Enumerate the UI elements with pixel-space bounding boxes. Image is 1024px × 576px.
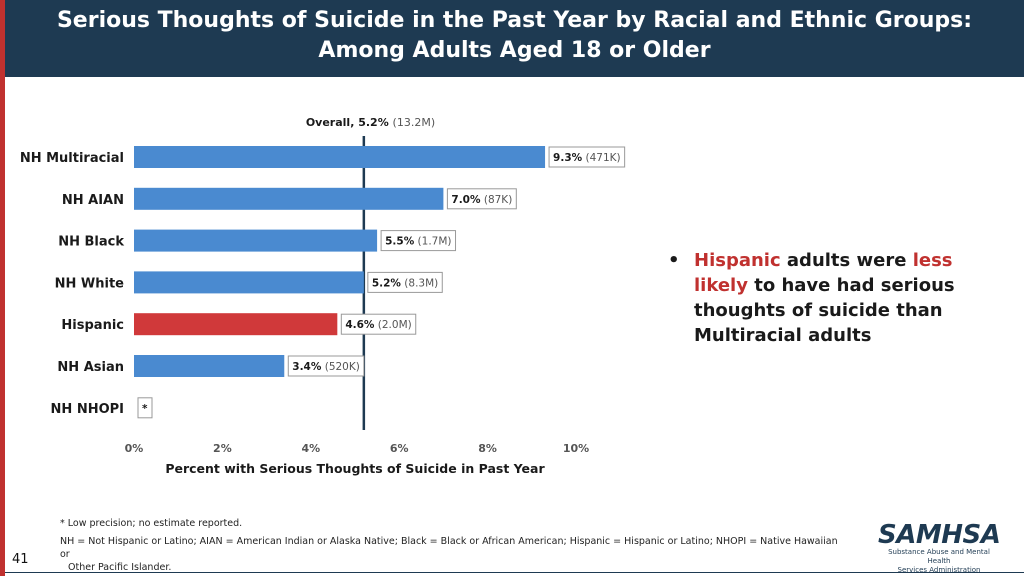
x-tick-label: 10% (563, 442, 589, 455)
bullet-highlight-less-likely: less likely (694, 250, 953, 296)
data-label-count: (471K) (582, 152, 620, 164)
data-label-count: (8.3M) (401, 277, 438, 289)
page-number: 41 (12, 552, 29, 567)
data-label-box (548, 146, 626, 168)
data-label-count: (1.7M) (414, 236, 451, 248)
data-label: 7.0% (87K) (446, 188, 517, 210)
category-label: NH NHOPI (51, 402, 124, 417)
logo-subtitle-1: Substance Abuse and Mental Health (888, 548, 990, 565)
logo-subtitle-2: Services Administration (897, 566, 981, 574)
data-label-box (340, 313, 417, 335)
bar (134, 229, 378, 252)
data-label: 5.5% (1.7M) (380, 230, 457, 252)
category-label: NH AIAN (62, 193, 124, 208)
bullet-icon: • (668, 250, 680, 271)
data-label-value: 5.5% (1.7M) (385, 236, 451, 248)
data-label-value: 3.4% (520K) (292, 361, 360, 373)
bar (134, 187, 444, 210)
reference-line-count: (13.2M) (393, 116, 436, 129)
data-label-value: 9.3% (471K) (553, 152, 621, 164)
x-tick-label: 2% (213, 442, 232, 455)
bar (134, 313, 338, 336)
category-label: NH White (55, 276, 125, 291)
header-banner (5, 0, 1024, 77)
bottom-divider (5, 572, 1024, 573)
category-label: NH Black (58, 235, 124, 250)
data-label-count: (520K) (321, 361, 359, 373)
data-label-box (287, 355, 365, 377)
data-label: 5.2% (8.3M) (367, 271, 443, 293)
data-label-box (446, 188, 517, 210)
key-finding: • Hispanic adults were less likely to ha… (668, 248, 998, 348)
x-tick-label: 8% (478, 442, 497, 455)
bar (134, 271, 364, 294)
bar (134, 355, 285, 377)
category-label: NH Asian (57, 360, 124, 375)
title-line-1: Serious Thoughts of Suicide in the Past … (56, 8, 973, 33)
bullet-text-part: adults were (780, 250, 913, 271)
title-line-2: Among Adults Aged 18 or Older (318, 38, 711, 63)
x-tick-label: 4% (301, 442, 320, 455)
samhsa-logo: SAMHSA Substance Abuse and Mental Health… (878, 520, 1001, 575)
footnote-abbreviations: NH = Not Hispanic or Latino; AIAN = Amer… (60, 535, 850, 574)
bar (134, 146, 546, 168)
footnote-abbreviations-line1: NH = Not Hispanic or Latino; AIAN = Amer… (60, 536, 838, 560)
data-label: * (137, 397, 153, 419)
category-label: NH Multiracial (20, 151, 124, 166)
data-label: 4.6% (2.0M) (340, 313, 417, 335)
left-accent-bar (0, 0, 5, 576)
data-label-count: (2.0M) (374, 319, 411, 331)
data-label-box (367, 271, 443, 293)
data-label: 3.4% (520K) (287, 355, 365, 377)
data-label-value: * (142, 403, 148, 415)
data-label-box (380, 230, 457, 252)
x-axis-label: Percent with Serious Thoughts of Suicide… (165, 461, 545, 476)
reference-line-label: Overall, 5.2% (13.2M) (306, 116, 435, 129)
bar-chart: Overall, 5.2% (13.2M) NH Multiracial 9.3% … (20, 116, 626, 476)
data-label-value: 7.0% (87K) (451, 194, 512, 206)
data-label-value: 5.2% (8.3M) (372, 277, 438, 289)
data-label-box (137, 397, 153, 419)
logo-wordmark: SAMHSA (878, 520, 1001, 550)
bullet-text-part: to have had serious thoughts of suicide … (694, 275, 955, 346)
data-label-value: 4.6% (2.0M) (345, 319, 411, 331)
category-label: Hispanic (61, 318, 124, 333)
x-tick-label: 0% (125, 442, 144, 455)
data-label-count: (87K) (481, 194, 513, 206)
x-tick-label: 6% (390, 442, 409, 455)
bullet-highlight-hispanic: Hispanic (694, 250, 781, 271)
footnote-low-precision: * Low precision; no estimate reported. (60, 518, 243, 529)
data-label: 9.3% (471K) (548, 146, 626, 168)
slide-title: Serious Thoughts of Suicide in the Past … (5, 6, 1024, 66)
bullet-text: Hispanic adults were less likely to have… (694, 248, 998, 348)
footnote-abbreviations-line2: Other Pacific Islander. (68, 562, 172, 573)
